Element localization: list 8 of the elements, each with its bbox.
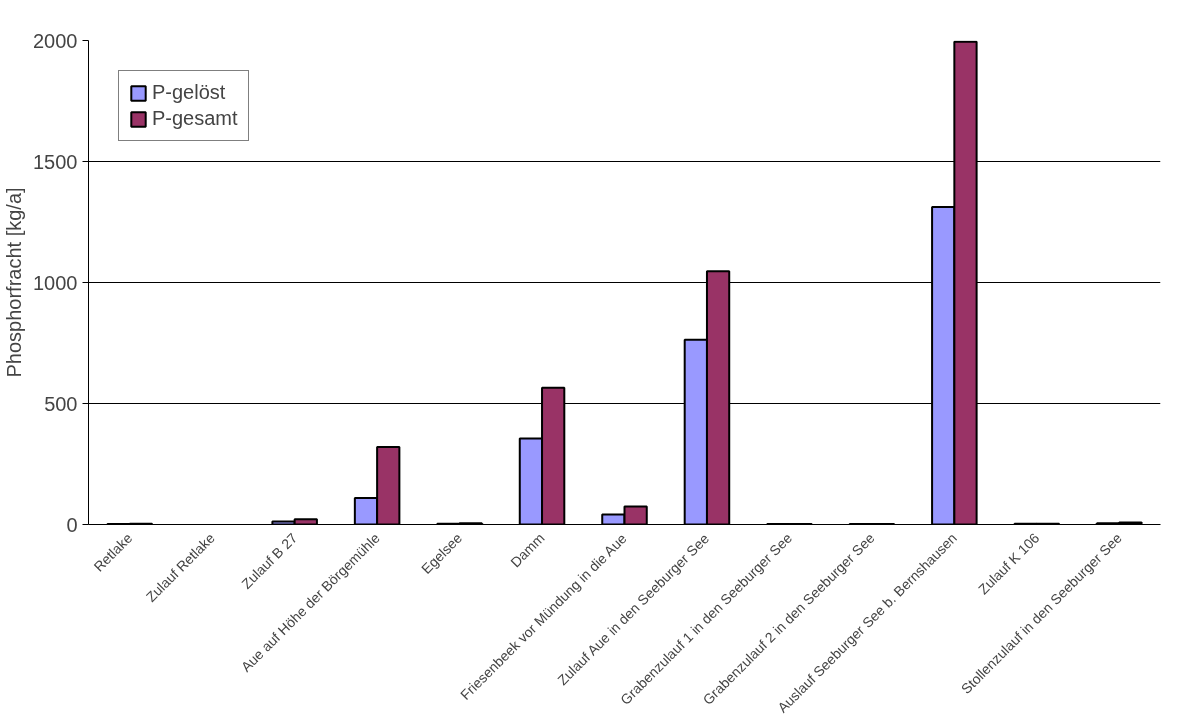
legend-label: P-gesamt (152, 107, 238, 130)
y-tick-label: 0 (66, 513, 78, 536)
y-tick-label: 500 (44, 392, 78, 415)
y-tick-label: 1500 (33, 150, 78, 173)
y-tick-label: 1000 (33, 271, 78, 294)
y-tick-label: 2000 (33, 29, 78, 52)
y-axis-title: Phosphorfracht [kg/a] (3, 187, 26, 378)
legend-label: P-gelöst (152, 81, 226, 104)
